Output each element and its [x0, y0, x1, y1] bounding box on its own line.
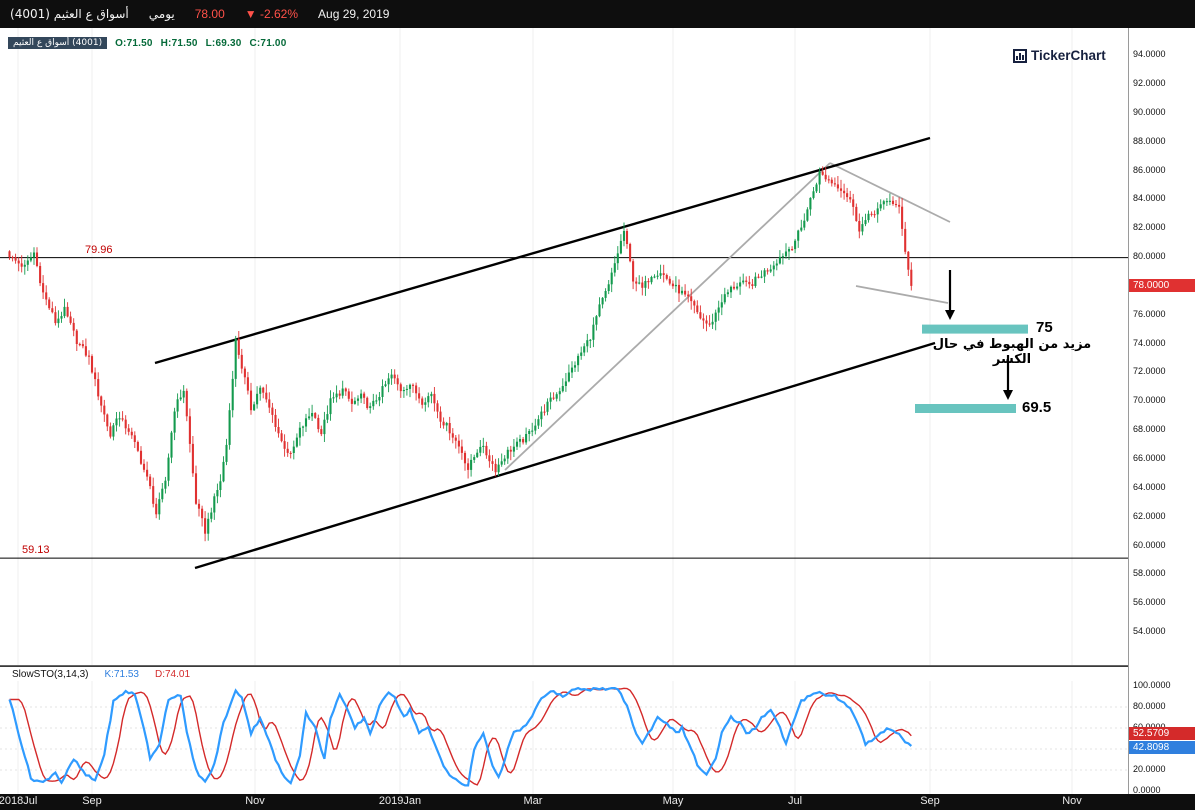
- x-axis-label: Jul: [787, 795, 803, 807]
- top-bar: أسواق ع العثيم (4001) يومي 78.00 ▼ -2.62…: [0, 0, 1195, 28]
- black-trendlines[interactable]: [154, 136, 936, 570]
- sto-k-badge: 42.8098: [1129, 741, 1195, 754]
- x-axis-label: May: [662, 795, 684, 807]
- date-label: Aug 29, 2019: [318, 7, 390, 21]
- close-value: C:71.00: [249, 37, 287, 49]
- open-value: O:71.50: [115, 37, 153, 49]
- price-axis-label: 90.0000: [1133, 106, 1166, 117]
- price-axis-label: 88.0000: [1133, 135, 1166, 146]
- price-axis[interactable]: 78.0000 52.5709 42.8098 94.0000 92.0000 90…: [1128, 28, 1195, 795]
- price-axis-label: 94.0000: [1133, 49, 1166, 60]
- sto-axis-label: 0.0000: [1133, 785, 1161, 795]
- symbol-title: أسواق ع العثيم (4001): [10, 7, 129, 21]
- price-axis-label: 54.0000: [1133, 626, 1166, 637]
- stochastic-svg: [0, 681, 1128, 794]
- support-695-label: 69.5: [1022, 399, 1052, 416]
- last-price-badge: 78.0000: [1129, 279, 1195, 292]
- chart-header: (4001) أسواق ع العثيم O:71.50 H:71.50 L:…: [8, 37, 286, 49]
- price-chart-svg: [0, 28, 1128, 666]
- support-75-label: 75: [1036, 319, 1053, 336]
- candles: [8, 166, 913, 542]
- breakdown-note[interactable]: مزيد من الهبوط في حال الكسر: [932, 337, 1092, 367]
- price-axis-label: 64.0000: [1133, 481, 1166, 492]
- stochastic-header: SlowSTO(3,14,3) K:71.53 D:74.01: [0, 666, 1128, 681]
- time-axis[interactable]: 2018Jul Sep Nov 2019Jan Mar May Jul Sep Nov: [0, 794, 1195, 810]
- x-axis-label: 2019Jan: [378, 795, 422, 807]
- price-axis-label: 70.0000: [1133, 395, 1166, 406]
- change-percent: -2.62%: [260, 7, 299, 21]
- level-label-5913: 59.13: [22, 544, 50, 556]
- price-axis-label: 58.0000: [1133, 568, 1166, 579]
- high-value: H:71.50: [160, 37, 198, 49]
- sto-axis-label: 80.0000: [1133, 701, 1166, 711]
- sto-d-badge: 52.5709: [1129, 727, 1195, 740]
- price-axis-label: 84.0000: [1133, 193, 1166, 204]
- sto-gridlines: [0, 681, 1128, 794]
- x-axis-label: Nov: [245, 795, 265, 807]
- timeframe-label[interactable]: يومي: [148, 7, 175, 21]
- down-arrows[interactable]: [945, 270, 1013, 400]
- k-line-group: [8, 686, 913, 787]
- change-group: ▼ -2.62%: [245, 7, 298, 21]
- price-axis-label: 86.0000: [1133, 164, 1166, 175]
- price-axis-label: 68.0000: [1133, 424, 1166, 435]
- low-value: L:69.30: [205, 37, 242, 49]
- symbol-badge: (4001) أسواق ع العثيم: [8, 37, 108, 49]
- x-axis-label: Nov: [1062, 795, 1082, 807]
- price-level-lines: [0, 257, 1128, 666]
- price-axis-label: 92.0000: [1133, 77, 1166, 88]
- level-label-7996: 79.96: [85, 244, 113, 256]
- x-axis-label: Sep: [920, 795, 940, 807]
- price-axis-label: 80.0000: [1133, 251, 1166, 261]
- price-axis-label: 60.0000: [1133, 539, 1166, 550]
- tickerchart-logo: TickerChart: [1013, 48, 1106, 63]
- tickerchart-logo-text: TickerChart: [1031, 48, 1106, 63]
- price-axis-label: 74.0000: [1133, 337, 1166, 348]
- price-axis-label: 62.0000: [1133, 510, 1166, 521]
- tickerchart-logo-icon: [1013, 48, 1027, 63]
- stochastic-d-value: D:74.01: [155, 668, 191, 680]
- main-gridlines: [17, 28, 1073, 666]
- x-axis-label: 2018Jul: [0, 795, 38, 807]
- stochastic-title[interactable]: SlowSTO(3,14,3): [12, 668, 89, 680]
- sto-axis-label: 20.0000: [1133, 764, 1166, 774]
- stochastic-k-value: K:71.53: [104, 668, 139, 680]
- price-axis-label: 66.0000: [1133, 453, 1166, 463]
- price-axis-label: 76.0000: [1133, 308, 1166, 319]
- last-price-text: 78.00: [194, 7, 225, 21]
- x-axis-label: Sep: [82, 795, 102, 807]
- sto-axis-label: 100.0000: [1133, 680, 1171, 690]
- price-down-icon: ▼: [244, 7, 257, 21]
- gray-pattern-lines[interactable]: [504, 162, 951, 471]
- price-axis-label: 56.0000: [1133, 597, 1166, 608]
- x-axis-label: Mar: [523, 795, 543, 807]
- price-axis-label: 72.0000: [1133, 366, 1166, 377]
- support-zones[interactable]: [915, 324, 1028, 413]
- price-axis-label: 82.0000: [1133, 222, 1166, 233]
